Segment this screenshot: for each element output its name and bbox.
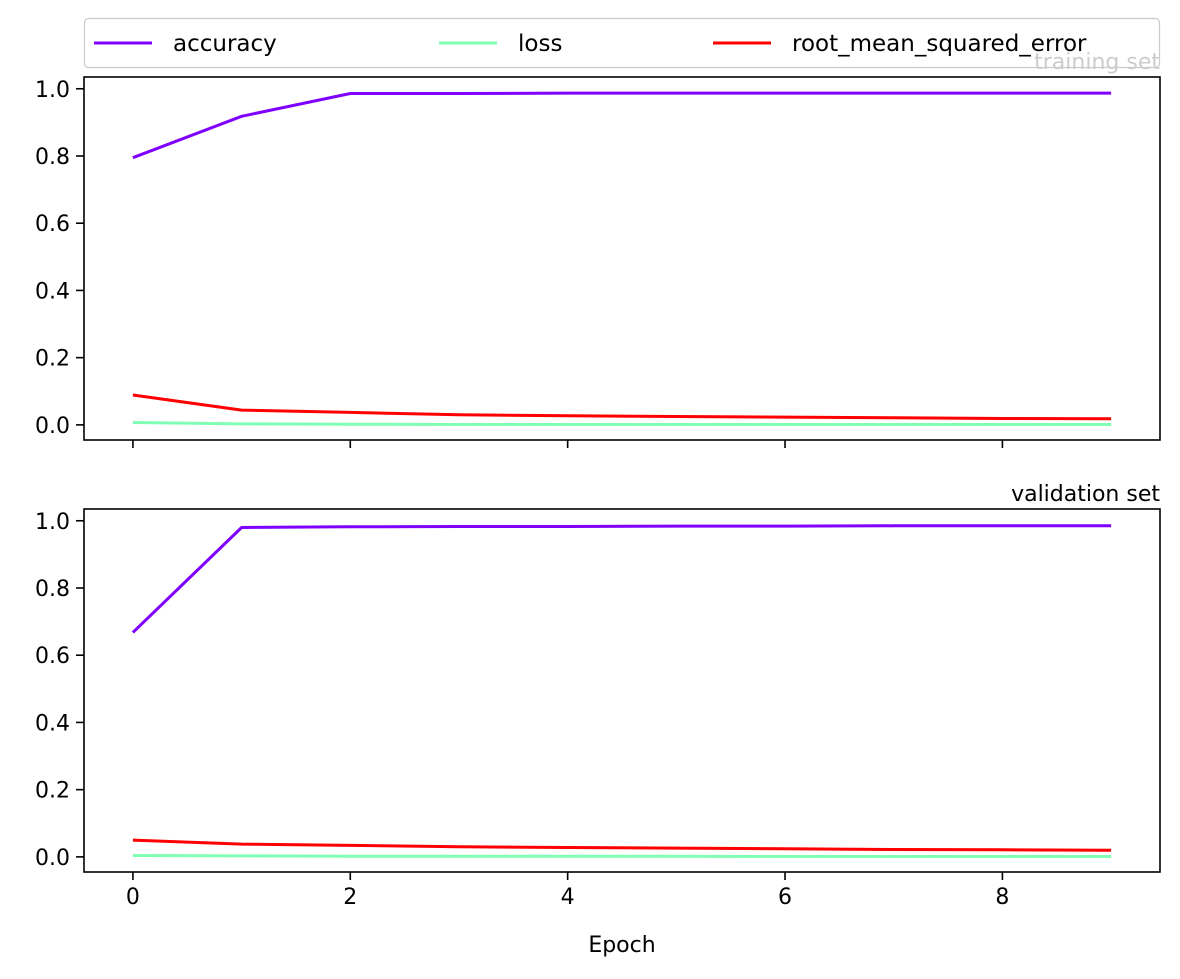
axes-frame xyxy=(83,508,1161,873)
x-tick-label: 8 xyxy=(995,885,1009,910)
validation-set-panel: 0.0 0.2 0.4 0.6 0.8 1.0 0 2 4 6 8 validation set xyxy=(35,482,1161,910)
y-tick-label: 0.2 xyxy=(35,779,70,804)
y-tick-label: 1.0 xyxy=(35,510,70,535)
legend-frame xyxy=(83,17,1161,69)
y-tick-label: 0.8 xyxy=(35,577,70,602)
legend-label-loss: loss xyxy=(518,31,562,57)
series-line-loss xyxy=(132,854,1112,858)
y-tick-label: 0.4 xyxy=(35,279,70,304)
y-tick-label: 0.0 xyxy=(35,414,70,439)
x-tick-label: 6 xyxy=(778,885,792,910)
y-tick-label: 0.6 xyxy=(35,644,70,669)
panel-title-training-set: training set xyxy=(1034,50,1160,75)
axes-frame xyxy=(83,76,1161,441)
legend-label-root-mean-squared-error: root_mean_squared_error xyxy=(792,31,1087,57)
series-line-accuracy xyxy=(131,524,1112,634)
y-tick-label: 0.2 xyxy=(35,347,70,372)
x-tick-label: 2 xyxy=(343,885,357,910)
y-tick-label: 0.4 xyxy=(35,711,70,736)
y-tick-label: 1.0 xyxy=(35,78,70,103)
x-tick-label: 0 xyxy=(126,885,140,910)
panel-title-validation-set: validation set xyxy=(1011,482,1160,507)
y-tick-label: 0.8 xyxy=(35,145,70,170)
training-set-panel: 0.0 0.2 0.4 0.6 0.8 1.0 training set xyxy=(35,50,1161,448)
series-line-root-mean-squared-error xyxy=(132,838,1112,852)
chart-legend: accuracy loss root_mean_squared_error xyxy=(83,17,1161,69)
series-line-accuracy xyxy=(132,91,1112,160)
series-line-root-mean-squared-error xyxy=(132,393,1112,421)
x-tick-label: 4 xyxy=(561,885,575,910)
y-tick-label: 0.6 xyxy=(35,212,70,237)
y-tick-label: 0.0 xyxy=(35,846,70,871)
x-axis-label: Epoch xyxy=(588,933,655,958)
series-line-loss xyxy=(132,421,1112,426)
legend-label-accuracy: accuracy xyxy=(173,31,277,57)
